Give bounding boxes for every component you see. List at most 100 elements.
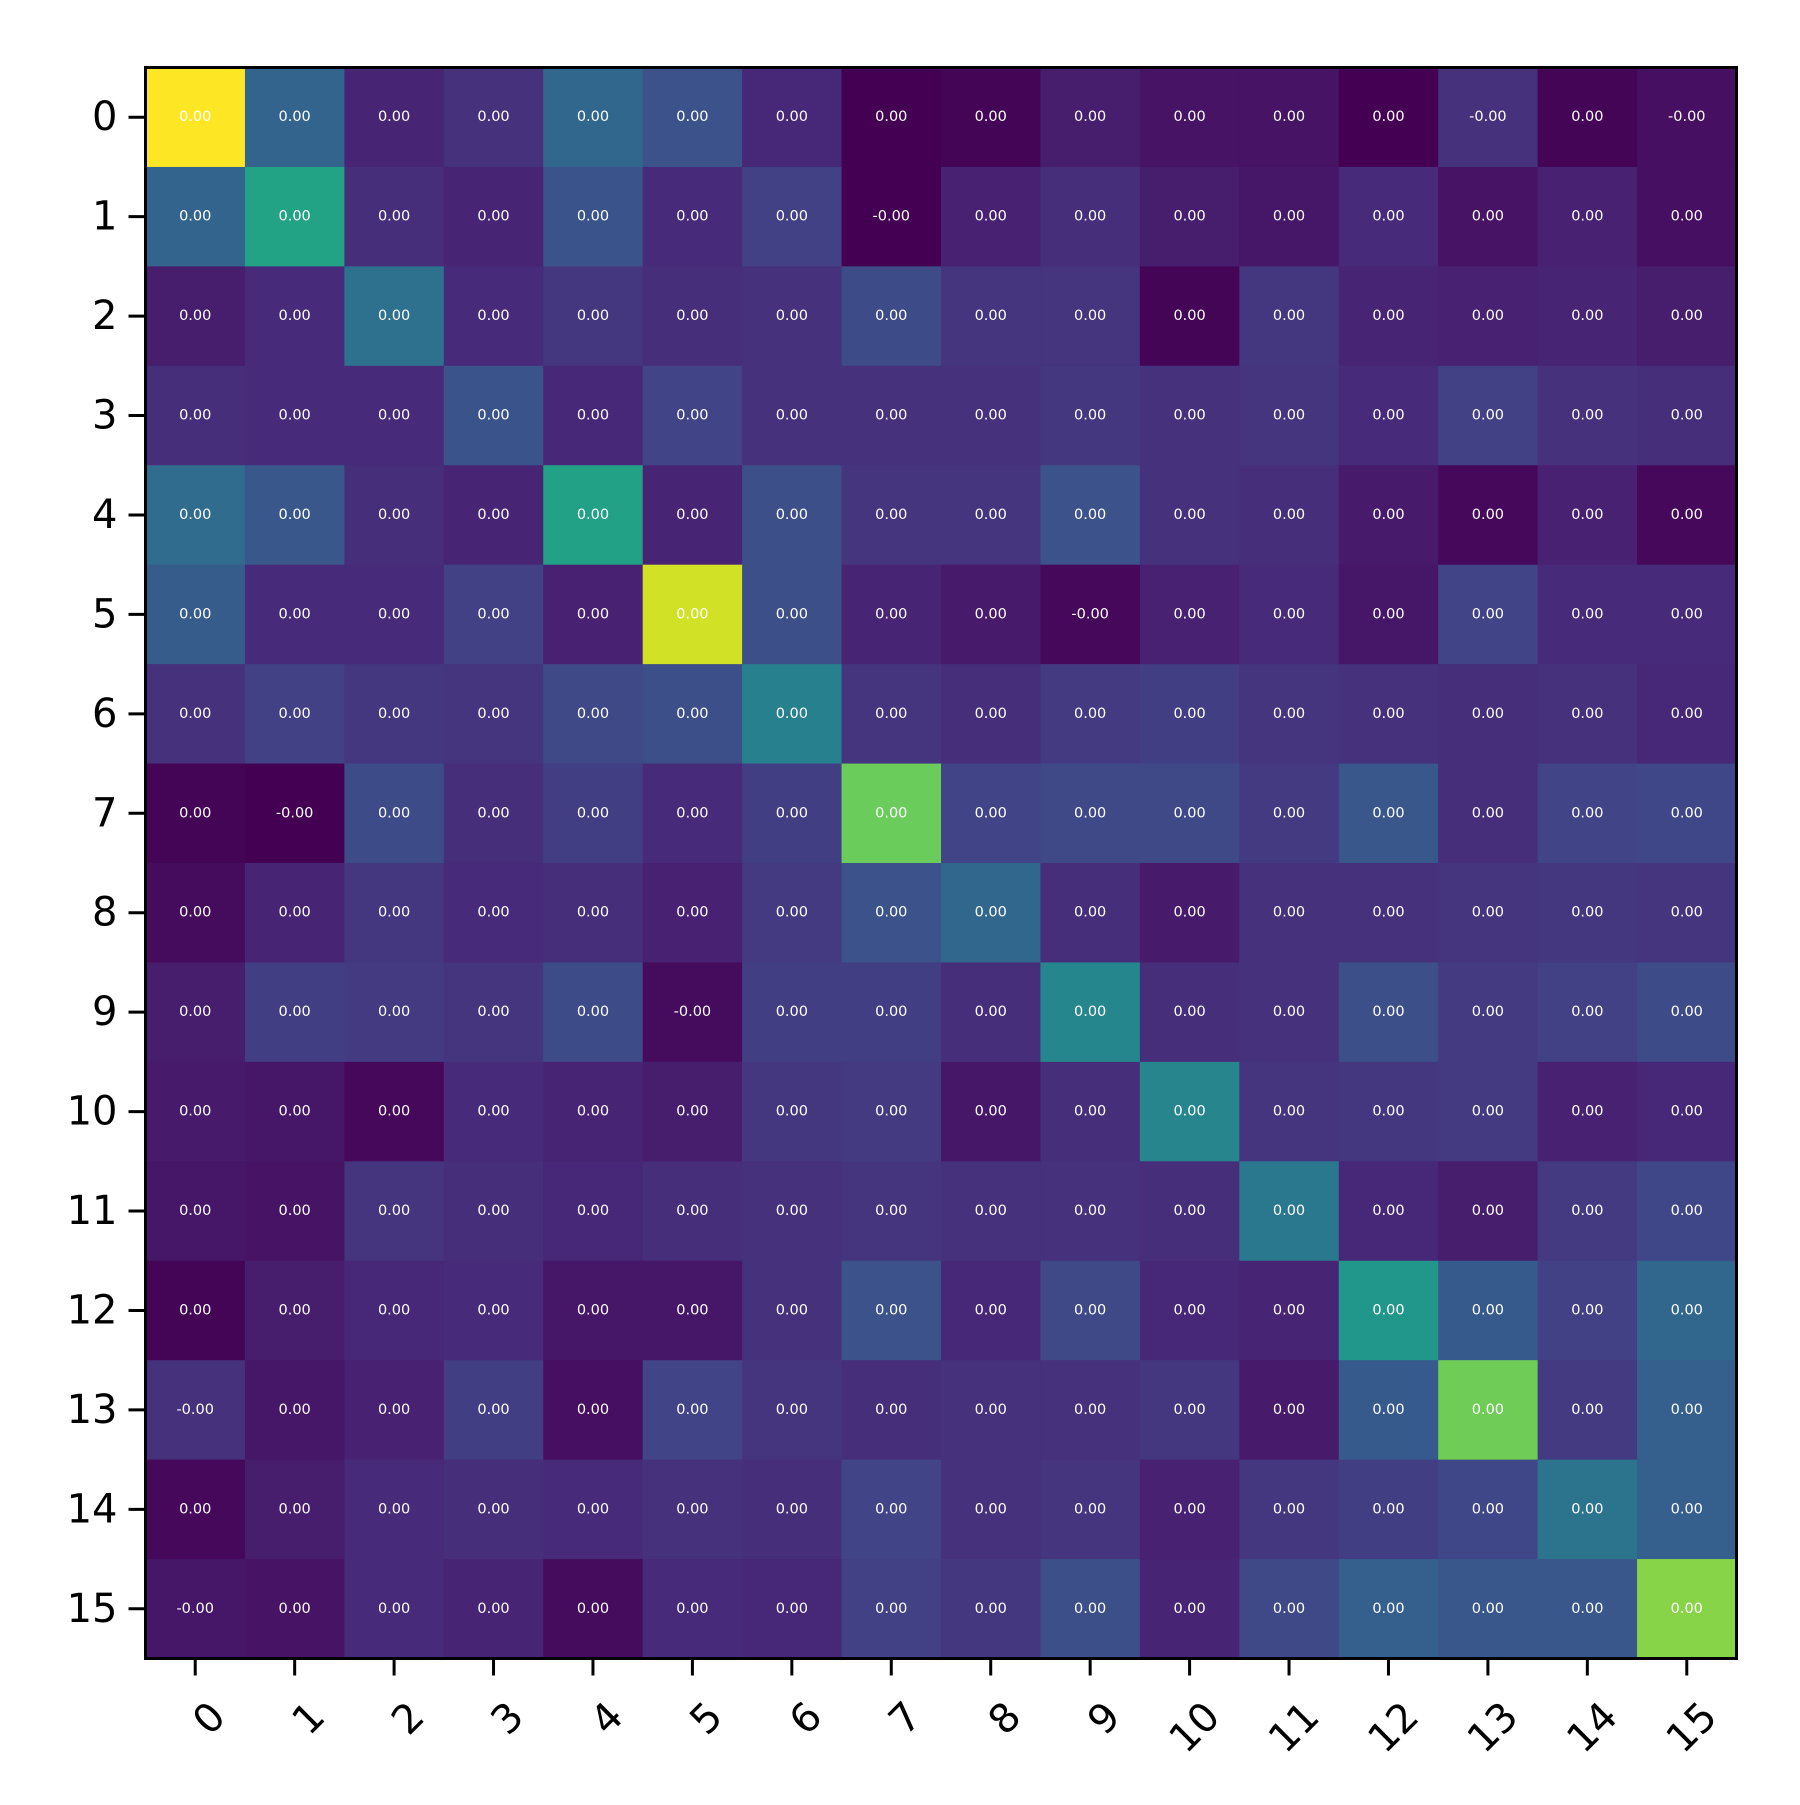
- heatmap-cell-r5-c0: [145, 564, 246, 665]
- heatmap-cell-r10-c7: [841, 1061, 942, 1162]
- cell-label-r6-c3: 0.00: [477, 706, 509, 722]
- cell-label-r11-c4: 0.00: [577, 1203, 609, 1219]
- heatmap-cell-r5-c8: [941, 564, 1042, 665]
- heatmap-cell-r13-c3: [443, 1360, 544, 1461]
- cell-label-r5-c8: 0.00: [975, 606, 1007, 622]
- heatmap-cell-r5-c4: [543, 564, 644, 665]
- heatmap-cell-r5-c3: [443, 564, 544, 665]
- heatmap-cell-r14-c13: [1438, 1459, 1539, 1560]
- heatmap-cell-r4-c6: [742, 465, 843, 566]
- cell-label-r12-c2: 0.00: [378, 1302, 410, 1318]
- cell-label-r9-c12: 0.00: [1372, 1004, 1404, 1020]
- cell-label-r7-c13: 0.00: [1472, 805, 1504, 821]
- cell-label-r11-c2: 0.00: [378, 1203, 410, 1219]
- heatmap-cell-r8-c0: [145, 863, 246, 964]
- heatmap-cell-r9-c10: [1139, 962, 1240, 1063]
- cell-label-r4-c1: 0.00: [279, 507, 311, 523]
- cell-label-r11-c5: 0.00: [676, 1203, 708, 1219]
- cell-label-r6-c13: 0.00: [1472, 706, 1504, 722]
- heatmap-cell-r8-c6: [742, 863, 843, 964]
- heatmap-cell-r12-c9: [1040, 1260, 1141, 1361]
- heatmap-cell-r8-c13: [1438, 863, 1539, 964]
- cell-label-r15-c2: 0.00: [378, 1601, 410, 1617]
- heatmap-cell-r15-c1: [244, 1559, 345, 1660]
- heatmap-cell-r9-c13: [1438, 962, 1539, 1063]
- cell-label-r10-c1: 0.00: [279, 1104, 311, 1120]
- heatmap-cell-r12-c3: [443, 1260, 544, 1361]
- heatmap-cell-r2-c13: [1438, 266, 1539, 367]
- heatmap-cell-r8-c14: [1537, 863, 1638, 964]
- cell-label-r10-c15: 0.00: [1671, 1104, 1703, 1120]
- cell-label-r11-c6: 0.00: [776, 1203, 808, 1219]
- cell-label-r5-c10: 0.00: [1173, 606, 1205, 622]
- heatmap-cell-r1-c6: [742, 166, 843, 267]
- cell-label-r7-c11: 0.00: [1273, 805, 1305, 821]
- cell-label-r0-c9: 0.00: [1074, 109, 1106, 125]
- cell-label-r13-c15: 0.00: [1671, 1402, 1703, 1418]
- heatmap-cell-r15-c6: [742, 1559, 843, 1660]
- cell-label-r14-c1: 0.00: [279, 1501, 311, 1517]
- y-tick-label-10: 10: [67, 1089, 118, 1135]
- cell-label-r7-c7: 0.00: [875, 805, 907, 821]
- cell-label-r7-c2: 0.00: [378, 805, 410, 821]
- cell-label-r3-c2: 0.00: [378, 408, 410, 424]
- heatmap-cell-r12-c2: [344, 1260, 445, 1361]
- heatmap-cell-r7-c0: [145, 763, 246, 864]
- heatmap-cell-r12-c7: [841, 1260, 942, 1361]
- heatmap-cell-r4-c4: [543, 465, 644, 566]
- cell-label-r13-c10: 0.00: [1173, 1402, 1205, 1418]
- heatmap-cell-r15-c5: [642, 1559, 743, 1660]
- cell-label-r2-c11: 0.00: [1273, 308, 1305, 324]
- heatmap-cell-r15-c11: [1239, 1559, 1340, 1660]
- cell-label-r15-c0: -0.00: [176, 1601, 214, 1617]
- cell-label-r11-c13: 0.00: [1472, 1203, 1504, 1219]
- heatmap-cell-r15-c0: [145, 1559, 246, 1660]
- heatmap-cell-r1-c3: [443, 166, 544, 267]
- heatmap-cell-r2-c3: [443, 266, 544, 367]
- cell-label-r12-c1: 0.00: [279, 1302, 311, 1318]
- y-tick-label-4: 4: [92, 492, 117, 538]
- cell-label-r15-c7: 0.00: [875, 1601, 907, 1617]
- cell-label-r8-c14: 0.00: [1571, 905, 1603, 921]
- cell-label-r1-c10: 0.00: [1173, 209, 1205, 225]
- x-tick-label-14: 14: [1558, 1693, 1627, 1762]
- cell-label-r5-c1: 0.00: [279, 606, 311, 622]
- heatmap-cell-r4-c3: [443, 465, 544, 566]
- heatmap-cell-r12-c10: [1139, 1260, 1240, 1361]
- cell-label-r7-c14: 0.00: [1571, 805, 1603, 821]
- heatmap-cell-r12-c4: [543, 1260, 644, 1361]
- cell-label-r9-c1: 0.00: [279, 1004, 311, 1020]
- cell-label-r14-c6: 0.00: [776, 1501, 808, 1517]
- cell-label-r7-c0: 0.00: [179, 805, 211, 821]
- heatmap-cell-r6-c6: [742, 664, 843, 765]
- cell-label-r11-c9: 0.00: [1074, 1203, 1106, 1219]
- heatmap-cell-r5-c10: [1139, 564, 1240, 665]
- cell-label-r1-c11: 0.00: [1273, 209, 1305, 225]
- cell-label-r6-c8: 0.00: [975, 706, 1007, 722]
- heatmap-cell-r10-c10: [1139, 1061, 1240, 1162]
- cell-label-r14-c8: 0.00: [975, 1501, 1007, 1517]
- heatmap-cell-r11-c3: [443, 1161, 544, 1262]
- cell-label-r6-c2: 0.00: [378, 706, 410, 722]
- cell-label-r13-c9: 0.00: [1074, 1402, 1106, 1418]
- x-tick-label-11: 11: [1260, 1693, 1329, 1762]
- heatmap-cell-r13-c4: [543, 1360, 644, 1461]
- heatmap-cell-r15-c8: [941, 1559, 1042, 1660]
- cell-label-r1-c8: 0.00: [975, 209, 1007, 225]
- cell-label-r2-c9: 0.00: [1074, 308, 1106, 324]
- cell-label-r2-c14: 0.00: [1571, 308, 1603, 324]
- cell-label-r9-c8: 0.00: [975, 1004, 1007, 1020]
- cell-label-r9-c3: 0.00: [477, 1004, 509, 1020]
- heatmap-cell-r11-c15: [1637, 1161, 1738, 1262]
- cell-label-r10-c12: 0.00: [1372, 1104, 1404, 1120]
- heatmap-cell-r4-c2: [344, 465, 445, 566]
- heatmap-cell-r15-c4: [543, 1559, 644, 1660]
- heatmap-cell-r2-c6: [742, 266, 843, 367]
- cell-label-r11-c0: 0.00: [179, 1203, 211, 1219]
- x-tick-label-4: 4: [582, 1693, 633, 1744]
- x-tick-label-7: 7: [880, 1693, 931, 1744]
- heatmap-cell-r8-c8: [941, 863, 1042, 964]
- cell-label-r13-c7: 0.00: [875, 1402, 907, 1418]
- heatmap-cell-r7-c8: [941, 763, 1042, 864]
- heatmap-cell-r7-c5: [642, 763, 743, 864]
